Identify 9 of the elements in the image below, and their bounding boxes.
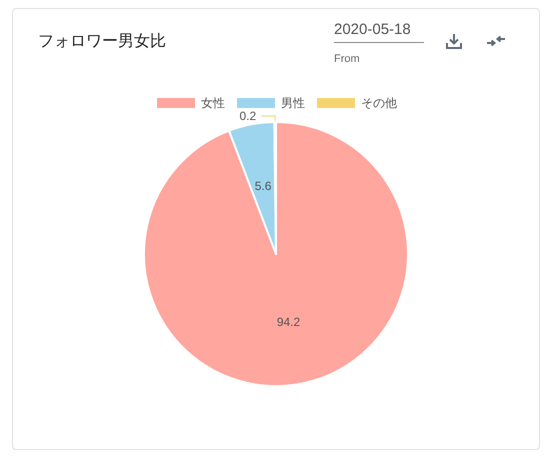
chart-title: フォロワー男女比 — [38, 32, 166, 52]
data-label: 94.2 — [276, 314, 301, 329]
text: 2020-05-18 — [334, 21, 424, 43]
text: From — [334, 53, 360, 65]
legend-label: 女性 — [201, 96, 225, 110]
legend-label: 男性 — [281, 96, 305, 110]
data-label: 0.2 — [239, 109, 256, 124]
legend-label: その他 — [361, 96, 397, 110]
data-label: 5.6 — [254, 179, 272, 194]
